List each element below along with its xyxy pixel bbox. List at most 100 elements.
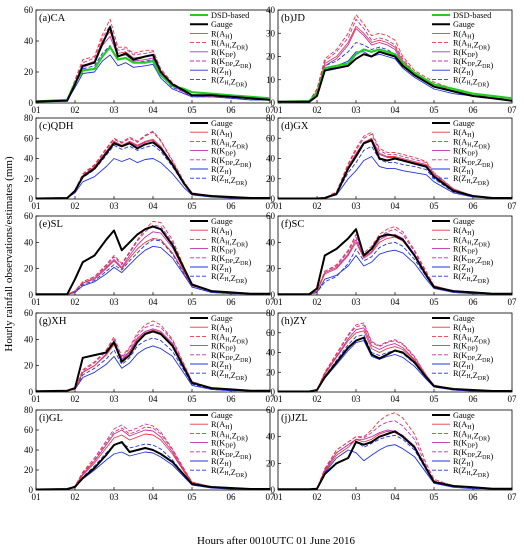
panel: 0 20 40 60 01 02 03 04 05 06 07 (g)XH GaugeR(AH)R(AH… [24,308,275,404]
legend-label: DSD-based [453,11,492,20]
series-line-kdp [35,35,271,102]
x-tick-label: 06 [469,492,479,502]
legend-label: DSD-based [211,11,250,20]
x-tick-label: 07 [266,297,276,307]
y-tick-label: 0 [271,98,276,108]
series-line-gauge [278,228,512,296]
legend-label: R(AH) [453,29,475,40]
legend-label: R(KDP,ZDR) [211,254,251,267]
legend-label: R(ZH,ZDR) [211,369,247,382]
y-tick-label: 0 [271,290,276,300]
x-tick-label: 04 [391,105,401,115]
legend-label: R(AH,ZDR) [211,429,248,442]
legend-label: R(KDP) [453,439,478,450]
legend-label: R(AH,ZDR) [211,39,248,52]
panel-label: (e)SL [39,219,63,230]
legend-label: Gauge [453,119,475,128]
series-line-gauge [35,441,270,491]
legend-label: R(ZH) [211,66,232,77]
panel: 0 20 40 60 01 02 03 04 05 06 07 (e)SL GaugeR(AH)R(AH… [24,211,275,307]
x-tick-label: 07 [508,105,518,115]
y-tick-label: 80 [24,405,34,415]
series-line-gauge [278,50,513,103]
x-tick-label: 07 [266,492,276,502]
y-tick-label: 80 [266,113,276,123]
y-tick-label: 60 [24,425,34,435]
legend-label: R(KDP) [211,48,236,59]
x-tick-label: 02 [313,394,322,404]
series-line-dsd [277,48,513,103]
legend-label: R(KDP,ZDR) [211,57,251,70]
legend-label: R(ZH) [211,165,232,176]
legend-label: Gauge [453,217,475,226]
legend-label: R(ZH) [453,457,474,468]
x-tick-label: 06 [227,105,237,115]
x-tick-label: 06 [227,297,237,307]
x-tick-label: 03 [352,105,362,115]
y-tick-label: 40 [24,237,34,247]
legend-label: R(ZH) [453,165,474,176]
legend-label: R(ZH) [453,360,474,371]
y-tick-label: 0 [29,98,34,108]
legend-label: R(ZH,ZDR) [453,75,489,88]
series-line-ahzdr [35,426,270,490]
y-tick-label: 0 [29,485,34,495]
legend-label: R(KDP) [453,48,478,59]
legend-label: R(ZH,ZDR) [453,369,489,382]
y-tick-label: 60 [266,211,276,221]
x-tick-label: 07 [266,201,276,211]
x-tick-label: 07 [508,297,518,307]
x-tick-label: 02 [71,394,80,404]
x-tick-label: 03 [352,492,362,502]
y-tick-label: 40 [24,154,34,164]
legend-label: R(KDP,ZDR) [211,156,251,169]
x-tick-label: 02 [71,492,80,502]
x-tick-label: 05 [430,394,440,404]
legend-label: R(ZH,ZDR) [211,466,247,479]
panel-label: (f)SC [281,219,304,230]
x-tick-label: 01 [32,394,41,404]
legend-label: R(ZH,ZDR) [211,174,247,187]
legend-label: R(AH) [211,226,233,237]
legend-label: R(AH) [211,29,233,40]
y-tick-label: 40 [266,237,276,247]
legend-label: R(KDP,ZDR) [453,57,493,70]
legend-label: R(AH) [211,128,233,139]
y-tick-label: 20 [266,458,276,468]
x-tick-label: 05 [188,201,198,211]
legend-label: Gauge [211,20,233,29]
panel-label: (b)JD [281,13,305,24]
y-tick-label: 20 [266,52,276,62]
x-tick-label: 04 [391,297,401,307]
legend-label: R(KDP,ZDR) [453,156,493,169]
y-tick-label: 0 [29,387,34,397]
legend-label: R(AH) [453,323,475,334]
legend-label: R(KDP) [211,439,236,450]
x-tick-label: 06 [227,394,237,404]
legend-label: R(KDP) [211,147,236,158]
legend-label: R(AH,ZDR) [211,137,248,150]
x-tick-label: 03 [352,394,362,404]
legend-label: R(AH) [211,323,233,334]
x-tick-label: 05 [188,492,198,502]
legend-label: Gauge [453,314,475,323]
legend-label: R(ZH) [211,457,232,468]
x-tick-label: 03 [110,201,120,211]
x-tick-label: 04 [149,394,159,404]
series-line-gauge [35,26,271,103]
x-tick-label: 04 [391,492,401,502]
y-tick-label: 20 [24,174,34,184]
y-tick-label: 80 [266,308,276,318]
legend-label: Gauge [453,411,475,420]
legend-label: R(KDP,ZDR) [211,448,251,461]
x-tick-label: 01 [274,201,283,211]
series-line-zh [36,245,270,295]
x-tick-label: 01 [32,105,41,115]
series-line-zh [278,249,512,295]
y-tick-label: 0 [271,387,276,397]
x-tick-label: 06 [469,394,479,404]
x-tick-label: 03 [110,297,120,307]
panel-label: (g)XH [39,316,67,327]
